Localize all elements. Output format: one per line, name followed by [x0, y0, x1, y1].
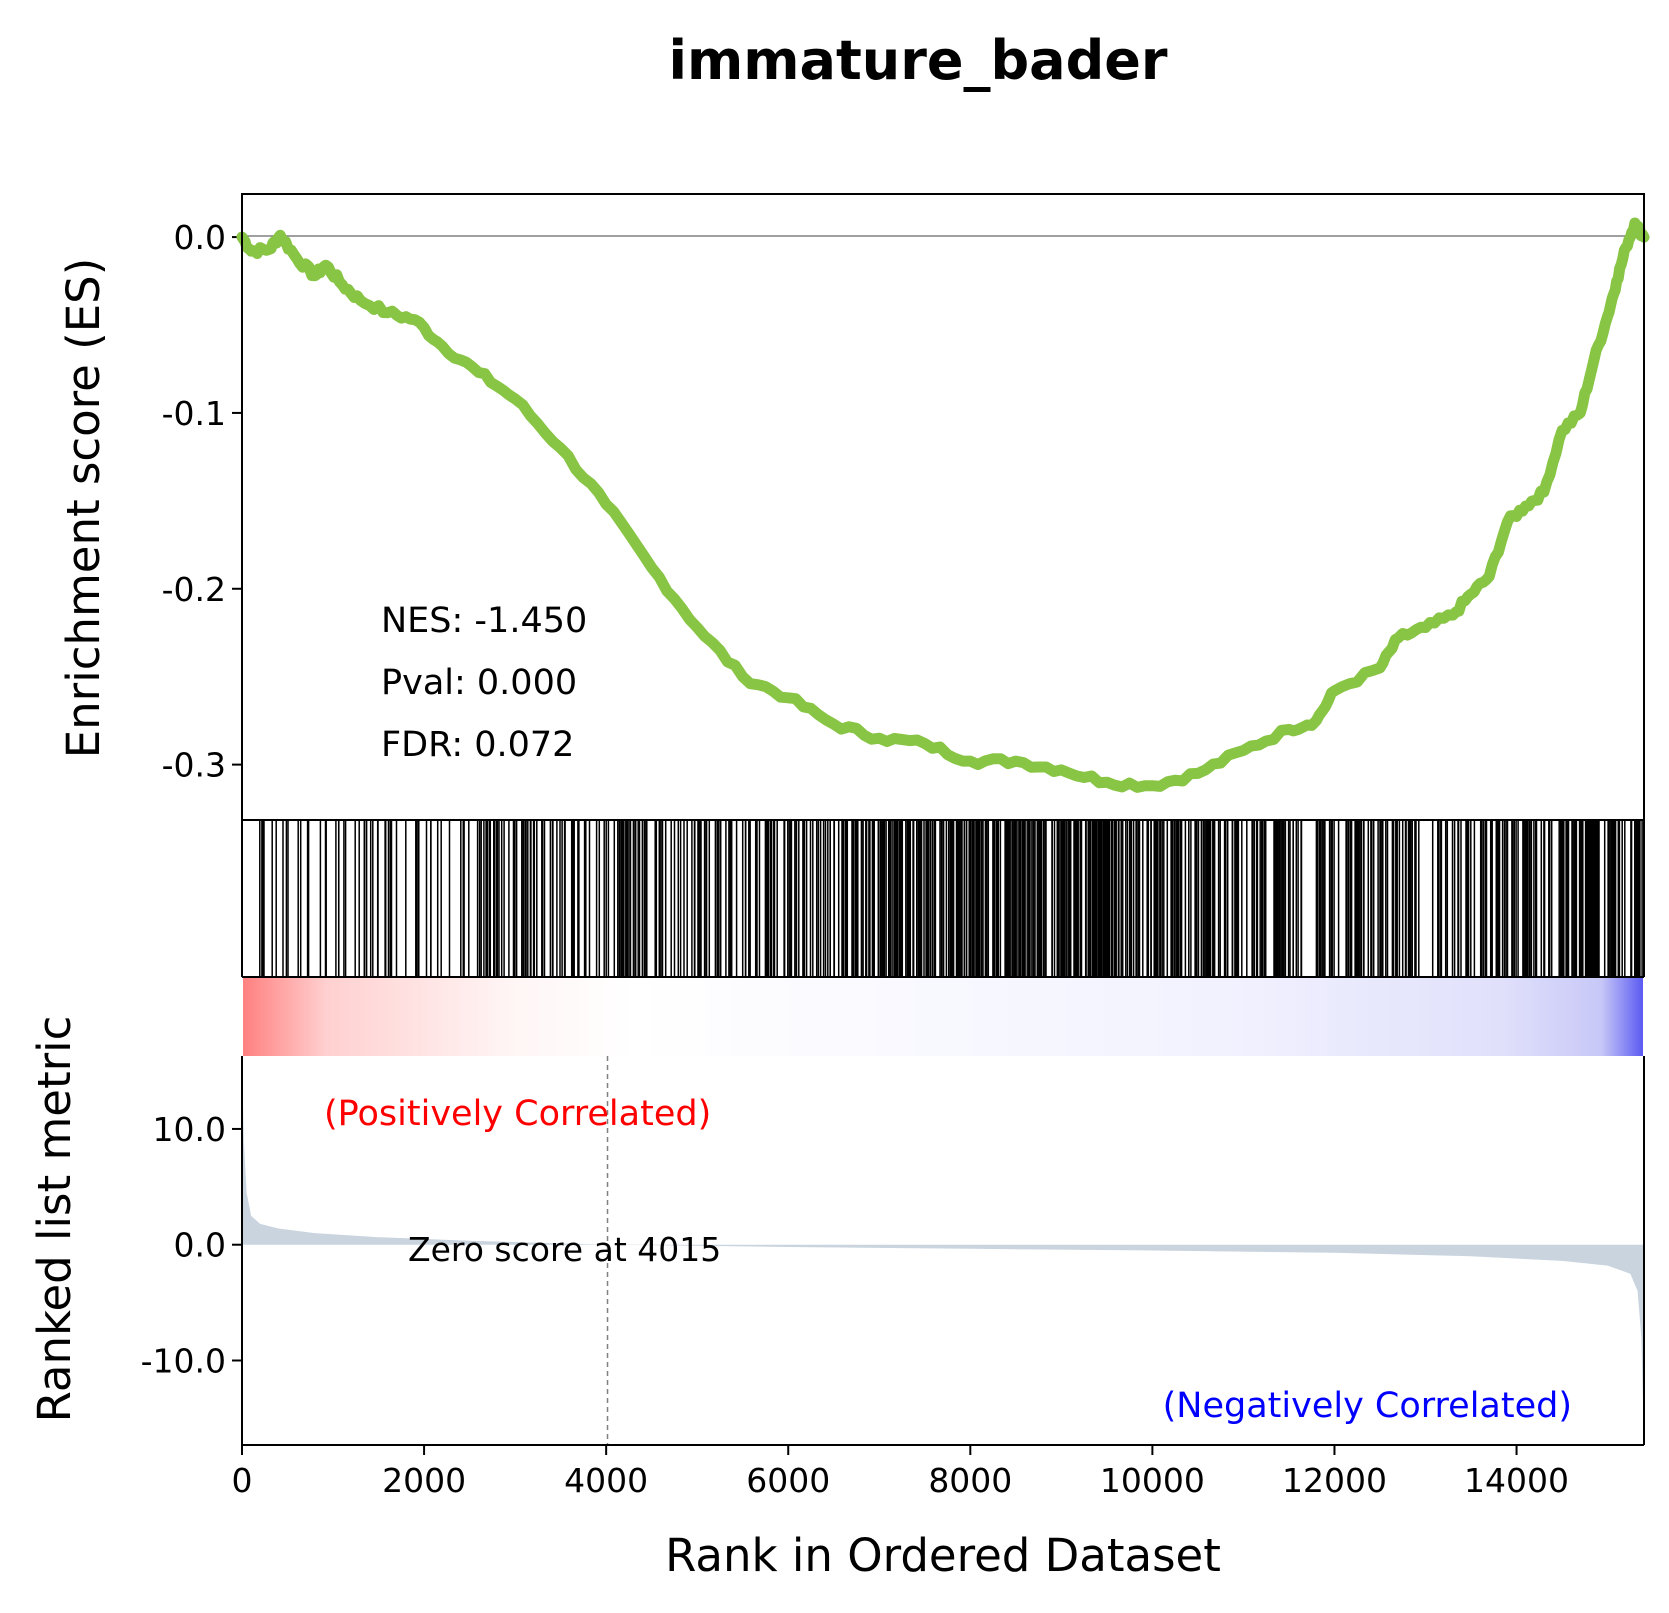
- rank-y-axis-label: Ranked list metric: [28, 1016, 81, 1423]
- rank-tick-label: 10.0: [153, 1110, 226, 1149]
- x-tick-label: 12000: [1282, 1461, 1387, 1500]
- chart-title: immature_bader: [669, 29, 1168, 92]
- x-tick-label: 14000: [1464, 1461, 1569, 1500]
- gene-hit-markers: [259, 820, 1643, 977]
- x-tick-label: 6000: [746, 1461, 830, 1500]
- es-tick-label: 0.0: [174, 218, 226, 257]
- x-axis-ticks: 0 2000 4000 6000 8000 10000 12000 14000: [232, 1445, 1569, 1500]
- x-tick-label: 4000: [564, 1461, 648, 1500]
- positive-correlation-label: (Positively Correlated): [324, 1094, 711, 1134]
- es-curve: [236, 217, 1650, 793]
- correlation-color-bar: [243, 978, 1643, 1056]
- rank-tick-label: -10.0: [141, 1341, 226, 1380]
- rank-y-ticks: 10.0 0.0 -10.0: [141, 1110, 242, 1380]
- x-tick-label: 2000: [382, 1461, 466, 1500]
- es-y-axis-label: Enrichment score (ES): [57, 258, 110, 759]
- x-tick-label: 8000: [928, 1461, 1012, 1500]
- es-tick-label: -0.2: [162, 570, 226, 609]
- zero-score-label: Zero score at 4015: [408, 1230, 721, 1269]
- hits-panel: [241, 819, 1645, 978]
- pval-label: Pval: 0.000: [381, 663, 577, 703]
- ranked-metric-area: [242, 1059, 1644, 1442]
- x-axis-label: Rank in Ordered Dataset: [665, 1529, 1221, 1582]
- rank-tick-label: 0.0: [174, 1226, 226, 1265]
- es-tick-label: -0.1: [162, 394, 226, 433]
- rank-panel: (Positively Correlated) Zero score at 40…: [28, 1016, 1645, 1582]
- negative-correlation-label: (Negatively Correlated): [1163, 1386, 1572, 1426]
- fdr-label: FDR: 0.072: [381, 725, 574, 765]
- es-panel: 0.0-0.1-0.2-0.3 NES: -1.450 Pval: 0.000 …: [57, 193, 1650, 821]
- nes-label: NES: -1.450: [381, 601, 587, 641]
- x-tick-label: 0: [232, 1461, 253, 1500]
- es-y-ticks: 0.0 -0.1 -0.2 -0.3: [162, 218, 242, 785]
- es-tick-label: -0.3: [162, 746, 226, 785]
- x-tick-label: 10000: [1100, 1461, 1205, 1500]
